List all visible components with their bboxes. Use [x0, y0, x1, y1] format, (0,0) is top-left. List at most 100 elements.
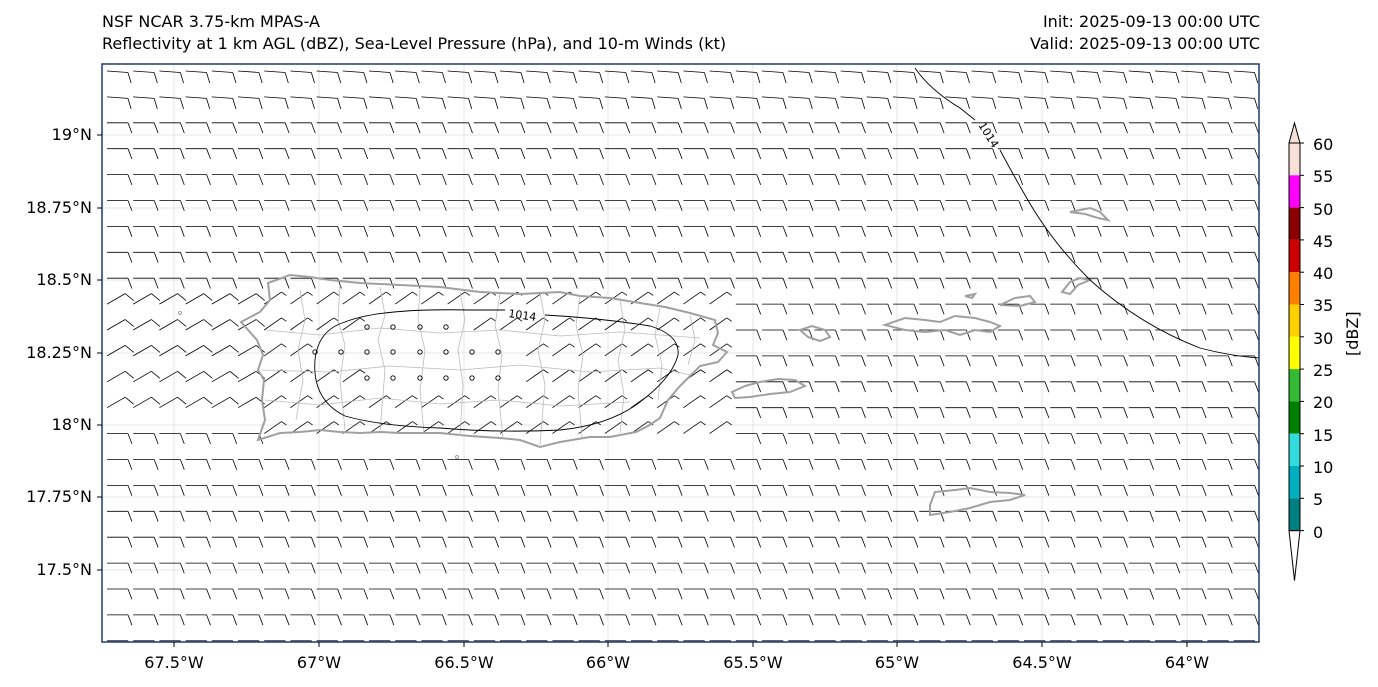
title-right: Init: 2025-09-13 00:00 UTC Valid: 2025-0…	[1030, 11, 1260, 55]
wind-barb	[133, 614, 159, 626]
wind-barb	[997, 96, 1023, 110]
wind-barb	[814, 225, 840, 237]
coastlines	[178, 206, 1112, 517]
wind-barb	[185, 293, 213, 305]
wind-barb	[814, 562, 840, 574]
wind-barb	[159, 484, 185, 496]
wind-barb	[1233, 640, 1256, 642]
wind-barb	[132, 319, 161, 331]
lon-label-66: 66°W	[585, 653, 631, 672]
wind-barb	[316, 251, 342, 263]
wind-barb	[971, 407, 997, 419]
wind-barb	[1102, 433, 1128, 445]
wind-barb	[1233, 174, 1259, 186]
wind-barb	[683, 70, 708, 84]
wind-barb	[1181, 174, 1207, 186]
wind-barb	[945, 96, 970, 110]
wind-barb	[447, 200, 473, 211]
wind-barb	[159, 251, 185, 263]
wind-barb	[264, 251, 290, 263]
wind-barb	[657, 122, 683, 134]
wind-barb	[395, 225, 421, 237]
wind-barb	[526, 459, 552, 470]
wind-barb	[473, 200, 500, 211]
model-title: NSF NCAR 3.75-km MPAS-A	[102, 12, 320, 31]
wind-barb	[500, 614, 526, 626]
wind-barb	[604, 510, 631, 522]
wind-barb	[107, 536, 133, 548]
wind-barb	[1207, 459, 1233, 470]
wind-barb	[762, 251, 788, 263]
wind-barb	[395, 536, 421, 548]
lat-label-17-5: 17.5°N	[36, 560, 92, 579]
wind-barb	[526, 510, 552, 522]
wind-barb	[893, 407, 919, 419]
wind-barb	[447, 277, 473, 289]
wind-barb	[526, 640, 549, 642]
wind-barb	[1155, 329, 1181, 341]
wind-barb	[735, 96, 761, 110]
wind-barb	[1207, 381, 1233, 393]
wind-barb	[762, 536, 788, 548]
wind-barb	[709, 562, 735, 574]
wind-barb	[1207, 96, 1232, 110]
wind-barb	[500, 277, 526, 289]
wind-barb	[290, 174, 316, 186]
wind-barb	[1207, 562, 1233, 574]
valid-time: Valid: 2025-09-13 00:00 UTC	[1029, 34, 1260, 53]
wind-barb	[893, 355, 919, 367]
wind-barb	[263, 343, 287, 357]
wind-barb	[683, 148, 709, 160]
wind-barb	[1154, 70, 1180, 84]
wind-barb	[1076, 640, 1099, 642]
wind-barb	[1050, 536, 1076, 548]
wind-barb	[316, 614, 342, 626]
wind-barb	[1233, 614, 1259, 626]
wind-barb	[1181, 225, 1207, 237]
wind-barb	[1207, 588, 1233, 600]
wind-barb	[447, 614, 473, 626]
wind-barb	[238, 200, 264, 211]
wind-barb	[211, 614, 238, 626]
wind-barb	[1128, 510, 1155, 522]
wind-barb	[1050, 510, 1076, 522]
wind-barb	[264, 122, 290, 134]
wind-barb	[447, 536, 473, 548]
wind-barb	[1128, 225, 1155, 237]
wind-barb	[473, 562, 500, 574]
wind-barb	[1155, 433, 1181, 445]
wind-barb	[919, 174, 945, 186]
wind-barb	[578, 614, 604, 626]
wind-barb	[133, 225, 159, 237]
wind-barb	[866, 148, 893, 160]
wind-barb	[631, 174, 657, 186]
wind-barb	[316, 484, 342, 496]
wind-barb	[1050, 303, 1076, 315]
wind-barb	[971, 96, 997, 110]
wind-barb	[683, 484, 709, 496]
wind-barb	[500, 640, 522, 642]
slp-label-inner: 1014	[508, 307, 538, 324]
wind-barb	[788, 355, 814, 367]
wind-barb	[421, 122, 447, 134]
wind-barb	[1128, 277, 1155, 289]
wind-barb	[997, 200, 1024, 211]
wind-barb	[578, 395, 601, 409]
wind-barb	[1233, 96, 1259, 110]
wind-barb	[893, 614, 919, 626]
wind-barb	[421, 614, 447, 626]
wind-barb	[290, 251, 316, 263]
wind-barb	[788, 96, 813, 110]
wind-barb	[657, 588, 683, 600]
wind-barb	[919, 588, 945, 600]
wind-barb	[1076, 174, 1102, 186]
wind-barb	[342, 614, 369, 626]
coast-jost	[964, 292, 978, 300]
wind-barb	[945, 407, 971, 419]
wind-barb	[919, 355, 945, 367]
wind-barb	[473, 148, 500, 160]
cb-segment	[1289, 239, 1300, 273]
wind-barb	[473, 174, 500, 186]
wind-barb	[788, 588, 814, 600]
wind-barb	[159, 122, 185, 134]
